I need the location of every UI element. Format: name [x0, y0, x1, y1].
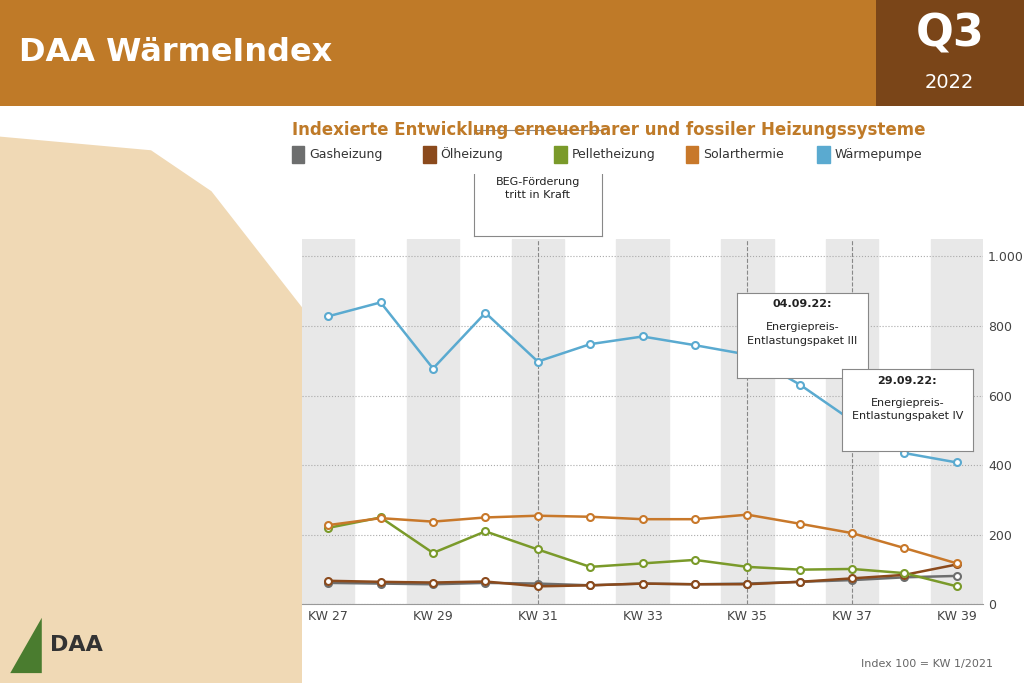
Polygon shape — [10, 617, 42, 673]
Text: Energiepreis-
Entlastungspaket IV: Energiepreis- Entlastungspaket IV — [852, 398, 963, 421]
Text: Q3: Q3 — [915, 12, 984, 55]
Bar — [407, 239, 459, 604]
Text: Gasheizung: Gasheizung — [309, 148, 383, 161]
Text: Indexierte Entwicklung erneuerbarer und fossiler Heizungssysteme: Indexierte Entwicklung erneuerbarer und … — [292, 121, 926, 139]
Bar — [512, 239, 564, 604]
Text: DAA: DAA — [50, 635, 103, 656]
Text: 29.09.22:: 29.09.22: — [878, 376, 937, 386]
Text: 04.09.22:: 04.09.22: — [773, 299, 833, 309]
Bar — [616, 239, 669, 604]
Bar — [302, 239, 354, 604]
Bar — [686, 145, 698, 163]
Bar — [721, 239, 773, 604]
Bar — [931, 239, 983, 604]
Polygon shape — [0, 137, 302, 683]
Text: Wärmepumpe: Wärmepumpe — [835, 148, 922, 161]
Text: Energiepreis-
Entlastungspaket III: Energiepreis- Entlastungspaket III — [748, 322, 858, 346]
Text: DAA WärmeIndex: DAA WärmeIndex — [19, 38, 333, 68]
Text: Pelletheizung: Pelletheizung — [571, 148, 655, 161]
Text: Ölheizung: Ölheizung — [440, 148, 503, 161]
Bar — [817, 145, 829, 163]
Text: Novellierte
BEG-Förderung
tritt in Kraft: Novellierte BEG-Förderung tritt in Kraft — [496, 164, 580, 200]
Text: 15.08.22:: 15.08.22: — [508, 138, 567, 148]
Text: 2022: 2022 — [925, 73, 975, 92]
Bar — [555, 145, 567, 163]
Bar — [423, 145, 435, 163]
Bar — [826, 239, 879, 604]
Bar — [292, 145, 304, 163]
Text: Index 100 = KW 1/2021: Index 100 = KW 1/2021 — [861, 659, 993, 669]
Text: Solarthermie: Solarthermie — [703, 148, 783, 161]
